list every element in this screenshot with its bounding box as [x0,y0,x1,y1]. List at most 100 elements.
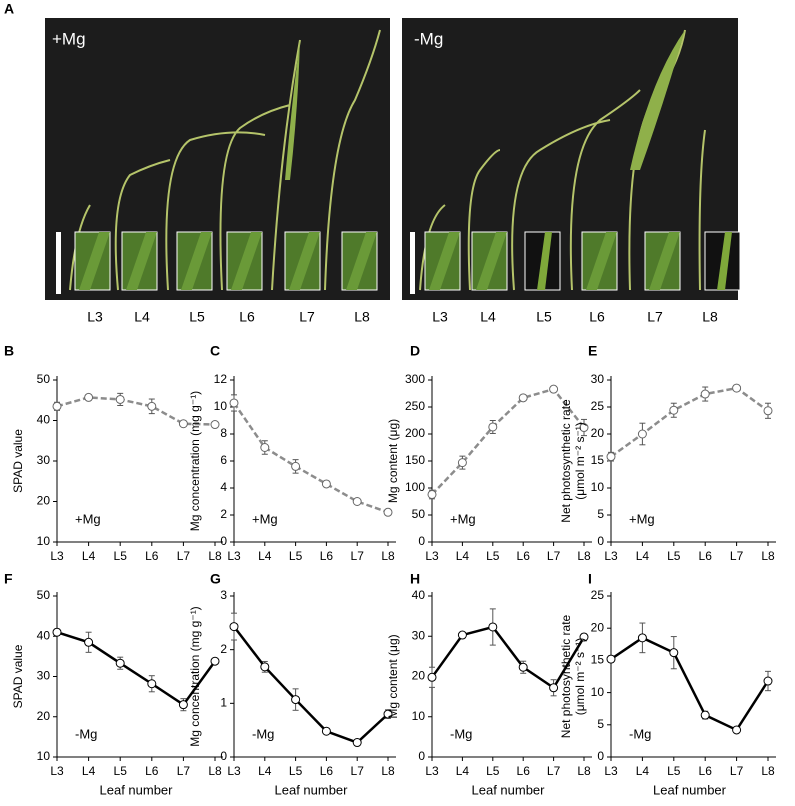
data-point [383,709,393,719]
series-line [233,625,389,744]
x-tick-label: L3 [227,549,241,563]
x-tick-label: L6 [145,764,159,778]
annotation: +Mg [450,511,476,526]
inset-leaf [586,232,617,290]
y-tick-label: 0 [220,534,227,548]
panel-label: H [410,571,420,587]
x-tick-label: L3 [50,549,64,563]
x-tick-label: L3 [425,549,439,563]
panel-label: I [588,571,592,587]
data-point [518,662,528,672]
x-tick-label: L8 [381,764,395,778]
y-axis-label: Mg content (μg) [386,634,400,718]
inset-leaf [231,232,262,290]
data-point [383,507,393,517]
data-point [606,654,616,664]
annotation: -Mg [75,726,97,741]
y-tick-label: 40 [37,413,51,427]
leaf-label: L8 [702,309,718,325]
y-tick-label: 1 [220,696,227,710]
data-point [147,679,157,689]
x-tick-label: L3 [50,764,64,778]
x-tick-label: L6 [517,764,531,778]
y-tick-label: 30 [37,669,51,683]
series-line [232,402,389,514]
y-tick-label: 20 [591,620,605,634]
x-tick-label: L7 [547,549,561,563]
data-point [700,710,710,720]
panel-label: C [210,343,220,359]
inset-leaf [289,232,320,290]
data-point [147,401,157,411]
x-tick-label: L7 [177,764,191,778]
leaf-label: L4 [480,309,496,325]
panel-label: D [410,343,420,359]
x-tick-label: L4 [82,764,96,778]
data-point [579,423,589,433]
y-tick-label: 50 [37,372,51,386]
y-tick-label: 30 [591,372,605,386]
x-tick-label: L6 [699,549,713,563]
data-point [291,695,301,705]
data-point [700,389,710,399]
x-tick-label: L5 [667,764,681,778]
x-tick-label: L7 [351,549,365,563]
inset-leaf [346,232,377,290]
x-tick-label: L4 [258,549,272,563]
data-point [518,393,528,403]
x-tick-label: L6 [320,764,334,778]
data-point [637,633,647,643]
data-point [291,461,301,471]
x-tick-label: L3 [227,764,241,778]
y-tick-label: 10 [37,749,51,763]
series-line [56,631,217,707]
leaf-label: L5 [189,309,205,325]
y-tick-label: 50 [412,507,426,521]
x-tick-label: L4 [258,764,272,778]
data-point [210,420,220,430]
x-tick-label: L4 [636,549,650,563]
y-tick-label: 10 [591,685,605,699]
x-tick-label: L5 [289,549,303,563]
y-tick-label: 0 [597,749,604,763]
data-point [637,429,647,439]
inset-leaf [717,232,732,290]
inset-leaf [126,232,157,290]
x-tick-label: L4 [456,764,470,778]
y-tick-label: 300 [405,372,425,386]
y-tick-label: 0 [220,749,227,763]
y-tick-label: 20 [412,669,426,683]
data-point [549,384,559,394]
inset-leaf [79,232,110,290]
x-tick-label: L6 [699,764,713,778]
y-axis-label: (μmol m⁻² s⁻¹) [573,422,587,500]
data-point [260,662,270,672]
data-point [52,401,62,411]
x-axis-label: Leaf number [653,782,727,797]
data-point [457,458,467,468]
y-tick-label: 250 [405,399,425,413]
x-tick-label: L6 [517,549,531,563]
x-tick-label: L3 [604,764,618,778]
panel-label: G [210,571,221,587]
data-point [732,725,742,735]
x-tick-label: L6 [145,549,159,563]
data-point [427,489,437,499]
y-tick-label: 200 [405,426,425,440]
panel-label: F [4,571,13,587]
data-point [352,738,362,748]
photo-label: +Mg [52,29,86,48]
y-tick-label: 0 [418,749,425,763]
y-tick-label: 10 [591,480,605,494]
y-tick-label: 25 [591,588,605,602]
data-point [457,630,467,640]
series-line [610,386,769,458]
y-tick-label: 100 [405,480,425,494]
photo-right [402,18,738,300]
data-point [52,627,62,637]
y-tick-label: 2 [220,507,227,521]
data-point [763,676,773,686]
x-tick-label: L8 [577,549,591,563]
y-tick-label: 8 [220,426,227,440]
